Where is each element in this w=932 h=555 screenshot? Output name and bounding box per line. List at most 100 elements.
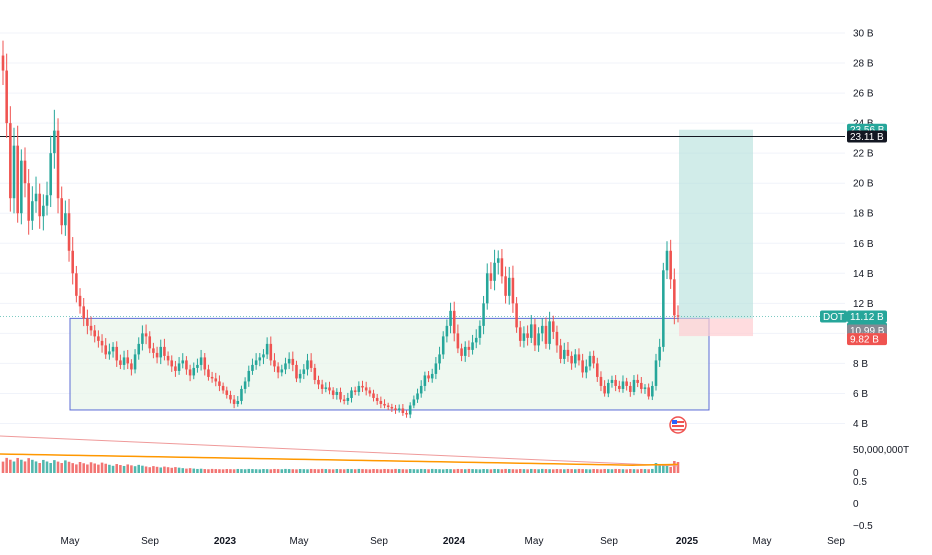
price-tick-label: 8 B <box>853 359 868 370</box>
volume-pane <box>1 457 680 473</box>
volume-bar <box>566 468 570 473</box>
candle-body <box>441 336 445 355</box>
candlesticks <box>1 40 680 419</box>
candle-body <box>474 337 478 343</box>
candle-body <box>511 277 515 304</box>
candle-body <box>12 145 16 199</box>
volume-bar <box>71 463 74 473</box>
candle-body <box>449 310 452 326</box>
volume-bar <box>353 469 357 473</box>
volume-bar <box>405 469 408 473</box>
volume-tick-label: 50,000,000T <box>853 445 909 456</box>
candle-body <box>56 130 60 199</box>
volume-bar <box>607 469 610 473</box>
candle-body <box>126 357 130 364</box>
volume-bar <box>20 459 23 473</box>
candle-body <box>203 357 207 370</box>
candle-body <box>64 213 67 226</box>
long-position-stop-zone[interactable] <box>679 318 753 337</box>
candle-body <box>592 355 595 364</box>
candle-body <box>676 315 680 317</box>
candle-body <box>137 343 141 355</box>
volume-bar <box>236 468 240 473</box>
price-axis[interactable]: 30 B28 B26 B24 B22 B20 B18 B16 B14 B12 B… <box>853 29 874 430</box>
volume-bar <box>104 463 108 473</box>
candle-body <box>658 346 661 361</box>
time-tick-label: 2024 <box>443 536 466 547</box>
volume-bar <box>665 466 669 473</box>
candle-body <box>320 384 324 389</box>
candle-body <box>291 358 295 365</box>
volume-bar <box>240 469 243 473</box>
volume-bar <box>529 468 533 473</box>
volume-bar <box>75 464 78 473</box>
candle-body <box>82 306 85 319</box>
candle-body <box>258 357 262 361</box>
long-position-target-zone[interactable] <box>679 129 753 319</box>
candle-body <box>471 342 474 350</box>
candle-body <box>599 376 603 386</box>
time-tick-label: Sep <box>600 536 618 547</box>
candle-body <box>467 346 471 350</box>
candle-body <box>122 357 126 365</box>
volume-bar <box>401 469 405 473</box>
volume-bar <box>555 469 559 473</box>
volume-bar <box>295 469 298 473</box>
volume-bar <box>346 468 350 473</box>
volume-ma-fast-line <box>0 453 679 466</box>
volume-bar <box>328 469 331 473</box>
candle-body <box>155 352 159 358</box>
candle-body <box>438 354 441 364</box>
volume-bar <box>375 469 379 473</box>
volume-bar <box>548 469 551 473</box>
candle-body <box>331 390 335 395</box>
candle-body <box>562 349 566 359</box>
candle-body <box>9 123 12 199</box>
consolidation-range-box[interactable] <box>69 317 710 411</box>
price-tick-label: 26 B <box>853 89 874 100</box>
volume-bar <box>493 468 496 473</box>
time-tick-label: Sep <box>370 536 388 547</box>
us-flag-icon[interactable] <box>669 416 687 434</box>
price-tick-label: 22 B <box>853 149 874 160</box>
volume-bar <box>34 461 38 473</box>
volume-bar <box>53 460 56 473</box>
volume-bar <box>133 466 137 473</box>
drawing-layer[interactable] <box>0 129 845 411</box>
volume-bar <box>452 469 456 473</box>
volume-bar <box>339 469 342 473</box>
candle-body <box>518 327 522 341</box>
candle-body <box>163 346 166 356</box>
candle-body <box>214 378 218 382</box>
candle-body <box>636 379 639 383</box>
volume-bar <box>408 469 412 473</box>
svg-text:9.82 B: 9.82 B <box>850 335 879 346</box>
volume-bar <box>412 469 416 473</box>
candle-body <box>386 405 390 407</box>
volume-bar <box>174 467 177 473</box>
price-tick-label: 30 B <box>853 29 874 40</box>
candle-body <box>313 367 317 380</box>
volume-bar <box>559 469 562 473</box>
volume-bar <box>210 468 214 473</box>
volume-tick-label: 0 <box>853 468 859 479</box>
volume-bar <box>610 469 614 473</box>
volume-bar <box>361 469 364 473</box>
time-axis[interactable]: May Sep 2023 May Sep 2024 May Sep 2025 May Sep <box>61 536 846 547</box>
volume-bar <box>27 458 30 473</box>
volume-bar <box>5 457 8 473</box>
resistance-price-badge: 23.11 B <box>847 130 887 143</box>
candle-body <box>452 310 456 334</box>
volume-bar <box>49 462 52 473</box>
volume-bar <box>662 465 665 473</box>
volume-bar <box>394 468 397 473</box>
volume-bar <box>97 464 100 473</box>
candle-body <box>489 273 493 281</box>
candle-body <box>394 408 397 410</box>
candle-body <box>515 303 518 328</box>
volume-bar <box>152 466 155 473</box>
candle-body <box>210 376 214 379</box>
volume-bar <box>599 469 603 473</box>
